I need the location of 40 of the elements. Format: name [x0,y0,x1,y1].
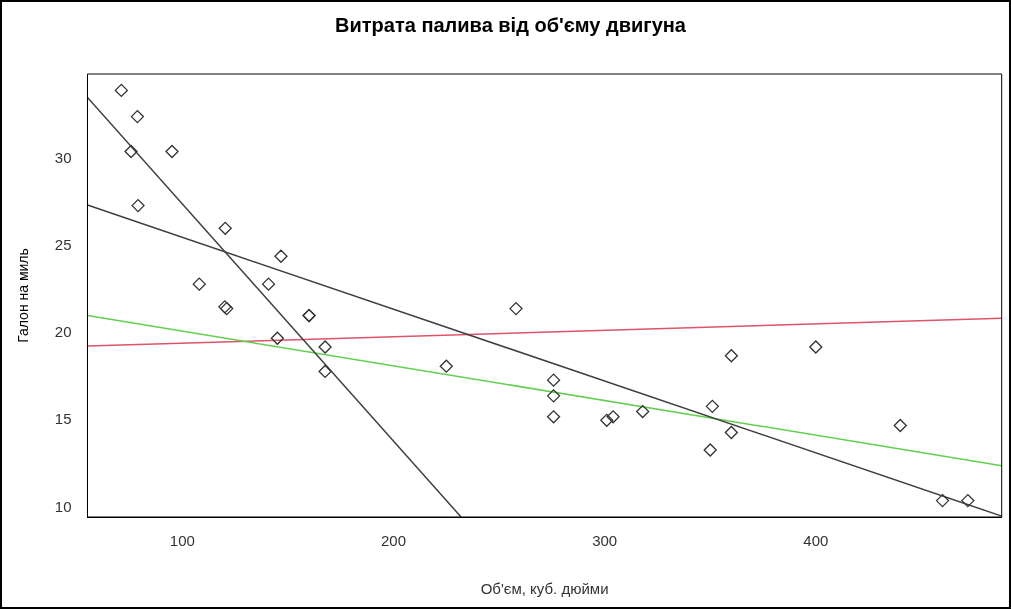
point [724,425,738,440]
point [130,109,145,124]
point [124,144,138,159]
y-tick-label: 20 [54,323,72,341]
point [724,349,738,363]
point [636,404,650,419]
y-tick-label: 30 [54,148,72,166]
point [261,277,276,291]
point [274,249,288,263]
point [509,301,523,316]
point [546,389,561,403]
point [961,493,975,508]
point [114,83,128,98]
y-tick-label: 25 [54,235,72,253]
x-tick-label: 100 [169,532,195,550]
point [218,221,232,235]
point [546,373,561,387]
point [131,198,145,213]
point [270,331,285,345]
point [318,340,332,354]
point [606,410,620,424]
y-axis-title: Галон на миль [15,248,32,343]
point [893,418,907,433]
x-tick-label: 200 [381,532,407,550]
point [600,413,614,427]
x-tick-label: 400 [803,532,829,550]
y-tick-label: 15 [54,410,72,428]
x-axis-title: Об'єм, куб. дюйми [480,580,609,598]
point [703,443,717,457]
point [165,144,179,159]
point [546,410,561,424]
point [318,364,332,379]
point [439,359,453,373]
point [192,277,206,291]
y-tick-label: 10 [54,497,72,515]
point [935,493,950,508]
point [705,399,719,413]
chart-title: Витрата палива від об'єму двигуна [335,13,687,36]
x-tick-label: 300 [592,532,618,550]
point [809,340,823,354]
